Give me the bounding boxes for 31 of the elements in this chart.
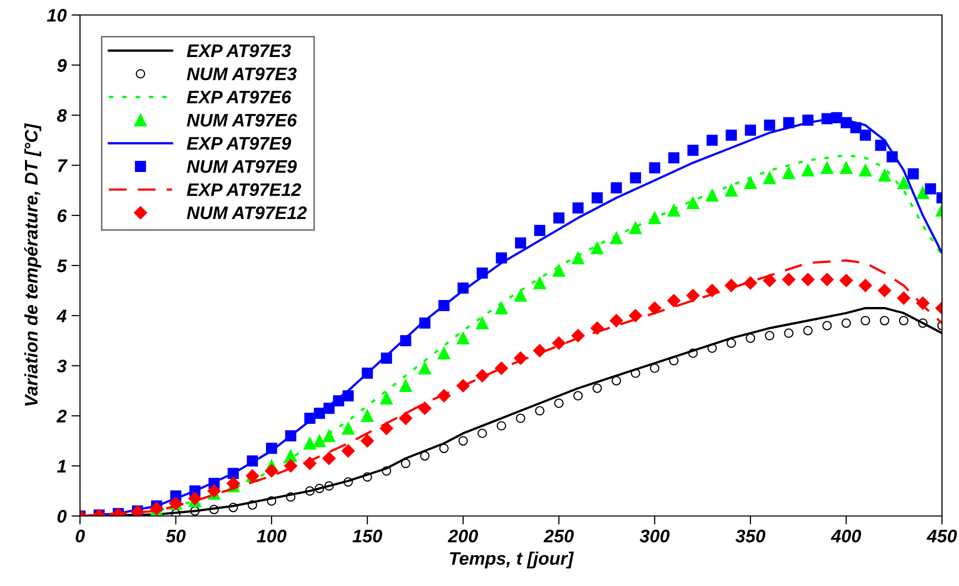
legend-label: NUM AT97E3 <box>186 68 297 80</box>
legend-label: EXP AT97E6 <box>186 90 292 104</box>
x-tick-label: 50 <box>166 530 186 542</box>
legend-label: NUM AT97E9 <box>186 160 297 173</box>
y-tick-label: 8 <box>57 109 67 122</box>
x-tick-label: 400 <box>830 530 862 542</box>
y-tick-label: 1 <box>57 460 66 472</box>
y-tick-label: 0 <box>58 510 67 523</box>
x-tick-label: 350 <box>736 530 766 542</box>
x-tick-label: 450 <box>926 530 957 542</box>
x-tick-label: 100 <box>256 530 286 542</box>
legend-label: NUM AT97E6 <box>186 114 297 127</box>
x-tick-label: 0 <box>76 530 85 542</box>
x-tick-label: 250 <box>544 530 574 542</box>
y-tick-label: 6 <box>58 209 67 222</box>
legend-label: EXP AT97E3 <box>186 44 292 58</box>
legend-label: EXP AT97E12 <box>186 183 302 196</box>
y-axis-title: Variation de température, DT [°C] <box>24 123 42 406</box>
x-tick-label: 300 <box>640 530 670 542</box>
x-tick-label: 200 <box>448 530 478 542</box>
y-tick-label: 7 <box>58 159 68 172</box>
legend-label: NUM AT97E12 <box>186 206 307 220</box>
y-tick-label: 10 <box>47 8 67 22</box>
y-tick-label: 5 <box>56 260 68 272</box>
y-tick-label: 4 <box>56 310 66 322</box>
legend-label: EXP AT97E9 <box>186 136 292 150</box>
y-tick-label: 2 <box>56 410 67 422</box>
y-tick-label: 9 <box>57 59 67 72</box>
y-tick-label: 3 <box>56 360 67 372</box>
x-tick-label: 150 <box>352 530 382 542</box>
x-axis-title: Temps, t [jour] <box>450 552 574 568</box>
